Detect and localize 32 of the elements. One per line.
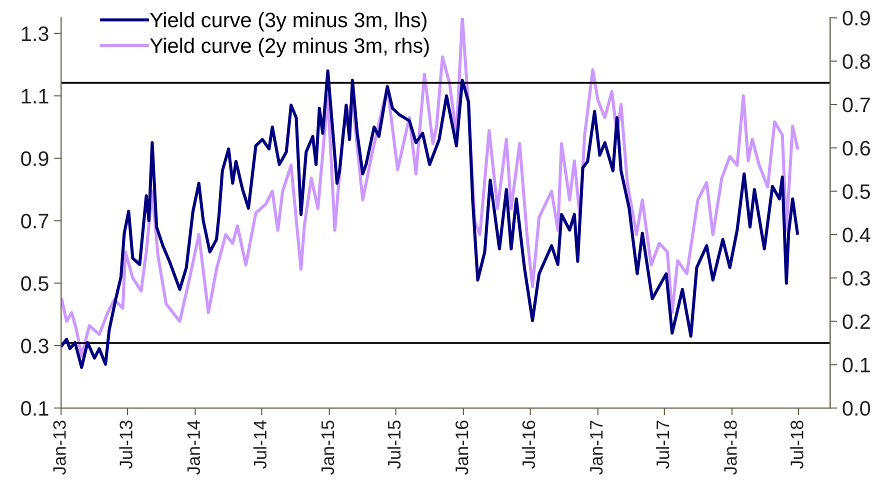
y-tick-label: 0.9 [21, 151, 48, 166]
x-tick-label: Jan-18 [724, 420, 737, 475]
y-tick-label: 0.5 [21, 276, 48, 291]
x-tick-label: Jan-17 [590, 420, 603, 475]
legend-label: Yield curve (3y minus 3m, lhs) [150, 12, 426, 32]
y-tick-label: 0.7 [21, 214, 48, 228]
y-tick-label: 1.3 [22, 26, 48, 42]
x-tick-label: Jul-17 [656, 420, 670, 469]
y2-tick-label: 0.7 [842, 98, 870, 112]
x-tick-label: Jan-14 [187, 420, 200, 475]
y2-tick-label: 0.5 [842, 184, 870, 199]
y-tick-label: 0.3 [21, 338, 48, 354]
line-series [61, 69, 799, 369]
y2-tick-label: 0.3 [842, 270, 870, 286]
y2-tick-label: 0.9 [842, 10, 870, 26]
y2-tick-label: 0.8 [842, 54, 870, 69]
x-tick-label: Jan-16 [455, 420, 468, 475]
x-tick-label: Jul-15 [387, 420, 401, 469]
y2-tick-label: 0.2 [842, 314, 870, 330]
x-tick-label: Jul-16 [522, 420, 536, 469]
x-tick-label: Jan-13 [53, 420, 66, 475]
x-tick-label: Jul-13 [119, 420, 132, 469]
y2-tick-label: 0.6 [842, 140, 870, 156]
legend-label: Yield curve (2y minus 3m, rhs) [150, 38, 429, 58]
y2-tick-label: 0.4 [842, 228, 870, 242]
x-tick-label: Jul-14 [253, 420, 267, 469]
x-tick-label: Jan-15 [322, 420, 334, 475]
x-tick-label: Jul-18 [790, 420, 804, 469]
y-tick-label: 0.1 [21, 401, 48, 416]
y2-tick-label: 0.0 [842, 401, 870, 416]
y-tick-label: 1.1 [22, 89, 48, 104]
y2-tick-label: 0.1 [842, 358, 870, 372]
